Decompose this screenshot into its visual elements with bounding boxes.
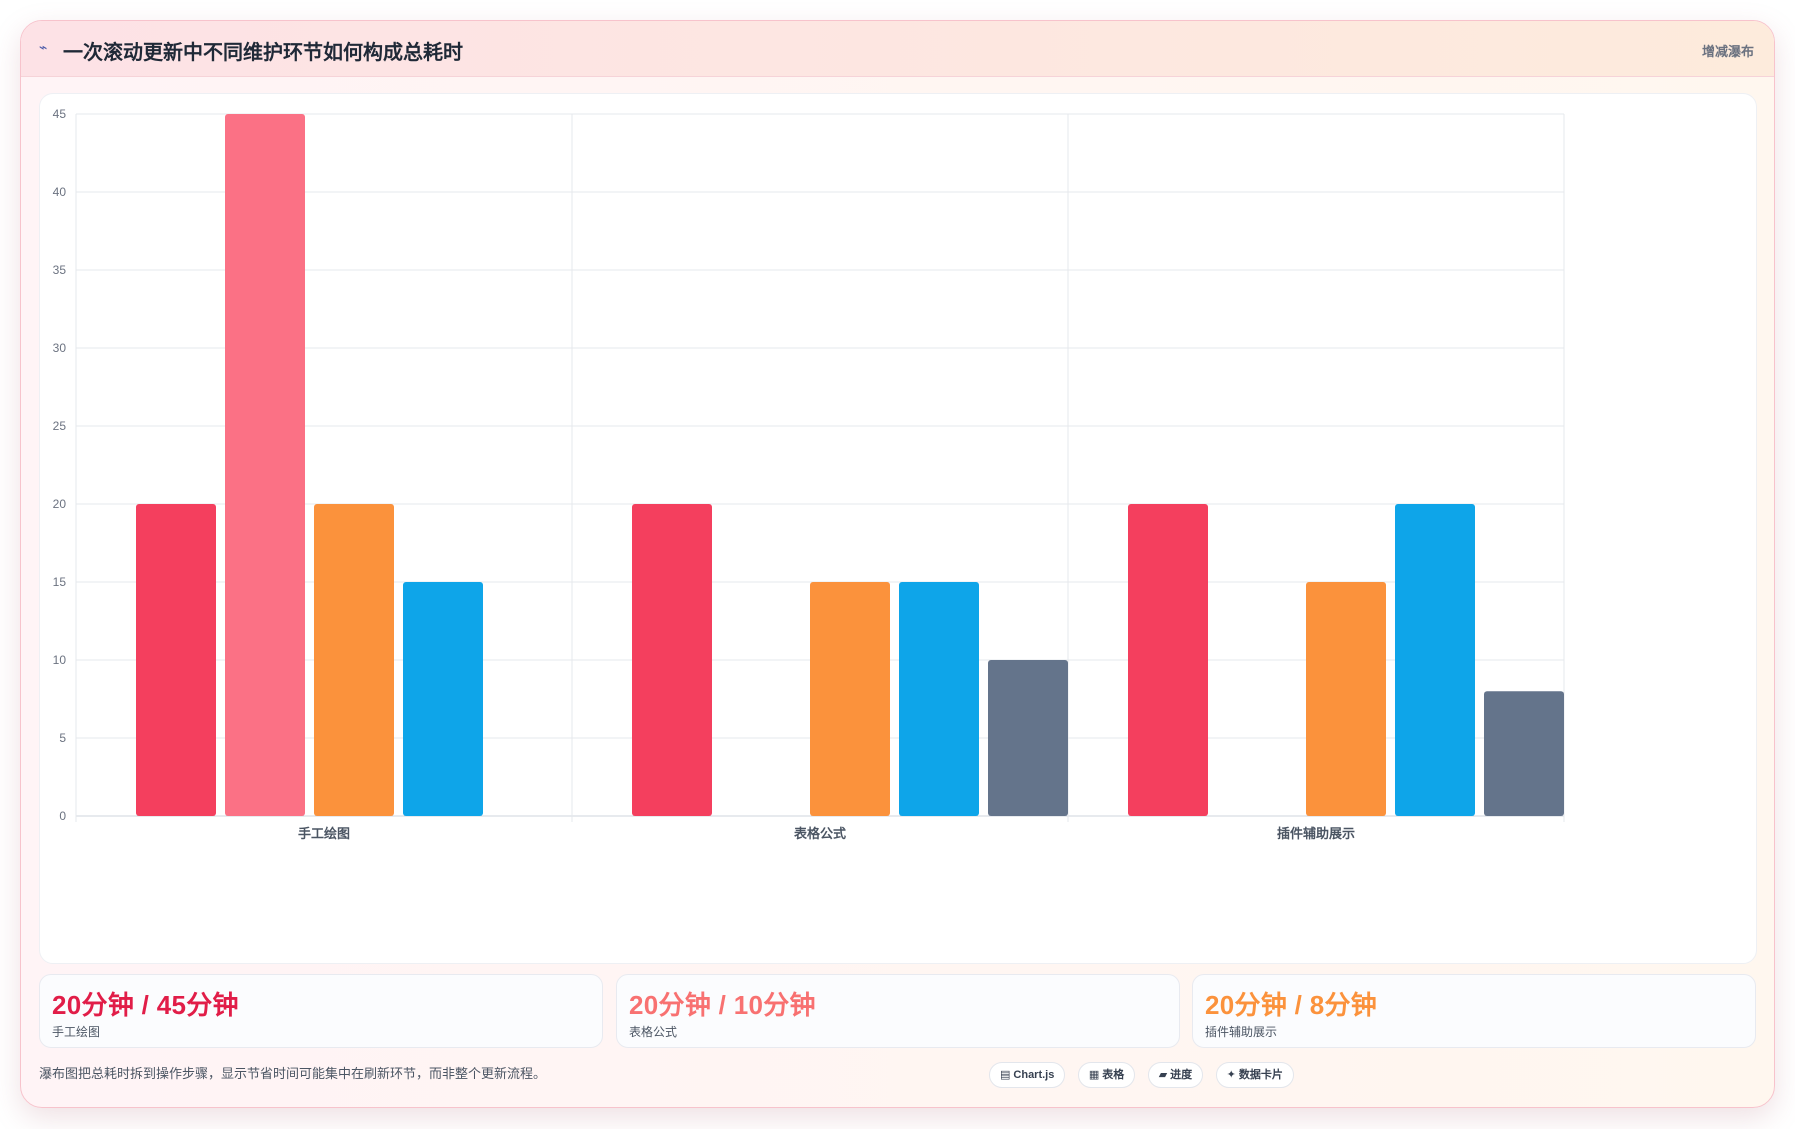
y-tick-label: 30 (53, 341, 67, 355)
y-tick-label: 40 (53, 185, 67, 199)
chart-card: ⌁ 一次滚动更新中不同维护环节如何构成总耗时 增减瀑布 0 5 10 15 20 25 30… (20, 20, 1775, 1108)
stat-card-formula: 20分钟 / 10分钟 表格公式 (616, 974, 1180, 1048)
chip-table: ▦ 表格 (1077, 1062, 1136, 1088)
bar-chart: 0 5 10 15 20 25 30 35 40 45 手工绘图 表格公式 插件辅助展示 (53, 107, 1565, 841)
progress-icon: ▰ (1158, 1069, 1168, 1081)
x-tick-label: 手工绘图 (298, 826, 350, 841)
y-tick-label: 45 (53, 107, 67, 121)
y-tick-label: 0 (59, 809, 66, 823)
stat-value: 20分钟 / 45分钟 (52, 990, 239, 1020)
y-tick-label: 10 (53, 653, 67, 667)
bar[interactable] (403, 582, 483, 816)
stat-cards: 20分钟 / 45分钟 手工绘图 20分钟 / 10分钟 表格公式 20分钟 /… (39, 974, 1757, 1048)
stat-value: 20分钟 / 8分钟 (1205, 990, 1378, 1020)
y-tick-label: 15 (53, 575, 67, 589)
stat-value: 20分钟 / 10分钟 (629, 990, 816, 1020)
bar[interactable] (632, 504, 712, 816)
bar[interactable] (988, 660, 1068, 816)
bar[interactable] (314, 504, 394, 816)
chart-title: 一次滚动更新中不同维护环节如何构成总耗时 (63, 42, 463, 64)
chip-label: 数据卡片 (1238, 1069, 1283, 1081)
y-tick-label: 35 (53, 263, 67, 277)
bar[interactable] (899, 582, 979, 816)
y-tick-label: 20 (53, 497, 67, 511)
chip-chartjs: ▤ Chart.js (989, 1062, 1066, 1088)
y-tick-label: 25 (53, 419, 67, 433)
stat-card-manual: 20分钟 / 45分钟 手工绘图 (39, 974, 603, 1048)
stat-card-plugin: 20分钟 / 8分钟 插件辅助展示 (1192, 974, 1756, 1048)
chip-progress: ▰ 进度 (1147, 1062, 1204, 1088)
chip-label: 表格 (1102, 1069, 1125, 1081)
bar[interactable] (225, 114, 305, 816)
x-tick-label: 表格公式 (793, 826, 846, 841)
bar[interactable] (1306, 582, 1386, 816)
footnote: 瀑布图把总耗时拆到操作步骤，显示节省时间可能集中在刷新环节，而非整个更新流程。 (39, 1066, 547, 1081)
stat-label: 手工绘图 (52, 1025, 101, 1039)
stat-label: 表格公式 (629, 1025, 678, 1039)
bar[interactable] (1395, 504, 1475, 816)
sparkle-icon: ✦ (1226, 1069, 1236, 1081)
x-tick-label: 插件辅助展示 (1277, 826, 1355, 841)
chip-datacard: ✦ 数据卡片 (1215, 1062, 1294, 1088)
bar[interactable] (136, 504, 216, 816)
y-tick-label: 5 (59, 731, 66, 745)
chart-type-badge: 增减瀑布 (1701, 44, 1754, 59)
card-header: ⌁ 一次滚动更新中不同维护环节如何构成总耗时 增减瀑布 (21, 21, 1774, 77)
table-icon: ▦ (1088, 1069, 1100, 1081)
chip-label: Chart.js (1013, 1069, 1055, 1081)
bar[interactable] (810, 582, 890, 816)
chart-panel: 0 5 10 15 20 25 30 35 40 45 手工绘图 表格公式 插件辅助展示 (39, 93, 1757, 964)
pulse-icon: ⌁ (39, 39, 48, 55)
stat-label: 插件辅助展示 (1205, 1025, 1278, 1039)
tech-chips: ▤ Chart.js ▦ 表格 ▰ 进度 ✦ 数据卡片 (989, 1062, 1302, 1088)
chart-icon: ▤ (1000, 1069, 1011, 1081)
bar[interactable] (1484, 691, 1564, 816)
bar[interactable] (1128, 504, 1208, 816)
chip-label: 进度 (1170, 1069, 1193, 1081)
